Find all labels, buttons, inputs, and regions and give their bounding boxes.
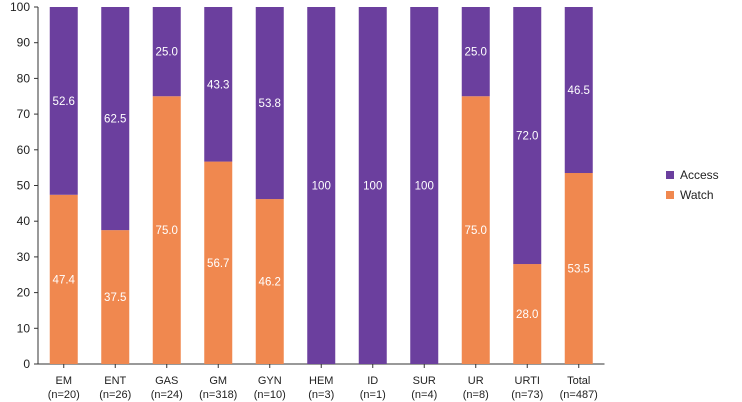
y-tick-label: 70: [17, 107, 31, 121]
x-tick-label: HEM: [309, 375, 333, 387]
y-tick-label: 40: [17, 214, 31, 228]
data-label-access-gm: 43.3: [207, 79, 229, 91]
data-label-access-total: 46.5: [568, 85, 590, 97]
data-label-access-ur: 25.0: [465, 47, 487, 59]
bar-watch-em: [49, 194, 78, 364]
bar-watch-total: [564, 173, 593, 364]
x-tick-sublabel: (n=24): [151, 389, 183, 401]
x-tick-sublabel: (n=487): [560, 389, 598, 401]
data-label-watch-em: 47.4: [53, 274, 76, 286]
data-label-watch-gyn: 46.2: [259, 277, 281, 289]
legend-swatch-watch: [666, 191, 674, 199]
x-tick-label: SUR: [413, 375, 436, 387]
y-tick-label: 90: [17, 36, 31, 50]
data-label-access-gas: 25.0: [156, 47, 178, 59]
data-label-watch-gm: 56.7: [207, 258, 229, 270]
bar-access-urti: [513, 7, 542, 265]
bar-access-gas: [152, 7, 181, 97]
x-tick-sublabel: (n=73): [511, 389, 543, 401]
x-tick-label: Total: [567, 375, 590, 387]
x-tick-label: ENT: [104, 375, 126, 387]
bar-watch-gas: [152, 96, 181, 364]
x-tick-label: EM: [56, 375, 73, 387]
bar-watch-urti: [513, 264, 542, 364]
x-tick-label: URTI: [515, 375, 540, 387]
legend-label-watch: Watch: [680, 188, 714, 202]
x-tick-label: ID: [367, 375, 378, 387]
x-tick-label: GAS: [155, 375, 178, 387]
bar-access-sur: [410, 7, 439, 364]
y-tick-label: 20: [17, 286, 31, 300]
bar-access-ur: [461, 7, 490, 97]
y-tick-label: 60: [17, 143, 31, 157]
data-label-access-hem: 100: [312, 181, 331, 193]
x-tick-sublabel: (n=10): [254, 389, 286, 401]
data-label-watch-ur: 75.0: [465, 225, 487, 237]
bar-access-hem: [307, 7, 336, 364]
y-tick-label: 80: [17, 71, 31, 85]
bar-watch-gm: [204, 161, 233, 364]
bar-access-id: [358, 7, 387, 364]
data-label-watch-urti: 28.0: [516, 309, 538, 321]
y-tick-label: 0: [23, 357, 30, 371]
data-label-access-urti: 72.0: [516, 131, 538, 143]
legend-label-access: Access: [680, 168, 719, 182]
data-label-access-em: 52.6: [53, 96, 75, 108]
bar-access-ent: [101, 7, 130, 231]
x-tick-sublabel: (n=8): [463, 389, 489, 401]
x-tick-label: GYN: [258, 375, 282, 387]
bar-access-em: [49, 7, 78, 195]
y-tick-label: 50: [17, 179, 31, 193]
x-tick-label: UR: [468, 375, 484, 387]
data-label-access-gyn: 53.8: [259, 98, 281, 110]
x-tick-label: GM: [209, 375, 227, 387]
x-tick-sublabel: (n=318): [199, 389, 237, 401]
x-tick-sublabel: (n=1): [360, 389, 386, 401]
data-label-watch-total: 53.5: [568, 264, 590, 276]
x-tick-sublabel: (n=4): [411, 389, 437, 401]
bar-access-gyn: [255, 7, 284, 200]
data-label-access-ent: 62.5: [104, 114, 126, 126]
x-tick-sublabel: (n=20): [48, 389, 80, 401]
data-label-watch-ent: 37.5: [104, 292, 126, 304]
bar-watch-gyn: [255, 199, 284, 364]
bar-access-total: [564, 7, 593, 174]
bar-access-gm: [204, 7, 233, 162]
data-label-access-id: 100: [363, 181, 382, 193]
y-tick-label: 30: [17, 250, 31, 264]
y-tick-label: 100: [10, 0, 30, 14]
legend-swatch-access: [666, 171, 674, 179]
x-tick-sublabel: (n=26): [99, 389, 131, 401]
bar-watch-ur: [461, 96, 490, 364]
data-label-watch-gas: 75.0: [156, 225, 178, 237]
y-tick-label: 10: [17, 321, 31, 335]
x-tick-sublabel: (n=3): [308, 389, 334, 401]
data-label-access-sur: 100: [415, 181, 434, 193]
bar-watch-ent: [101, 230, 130, 364]
